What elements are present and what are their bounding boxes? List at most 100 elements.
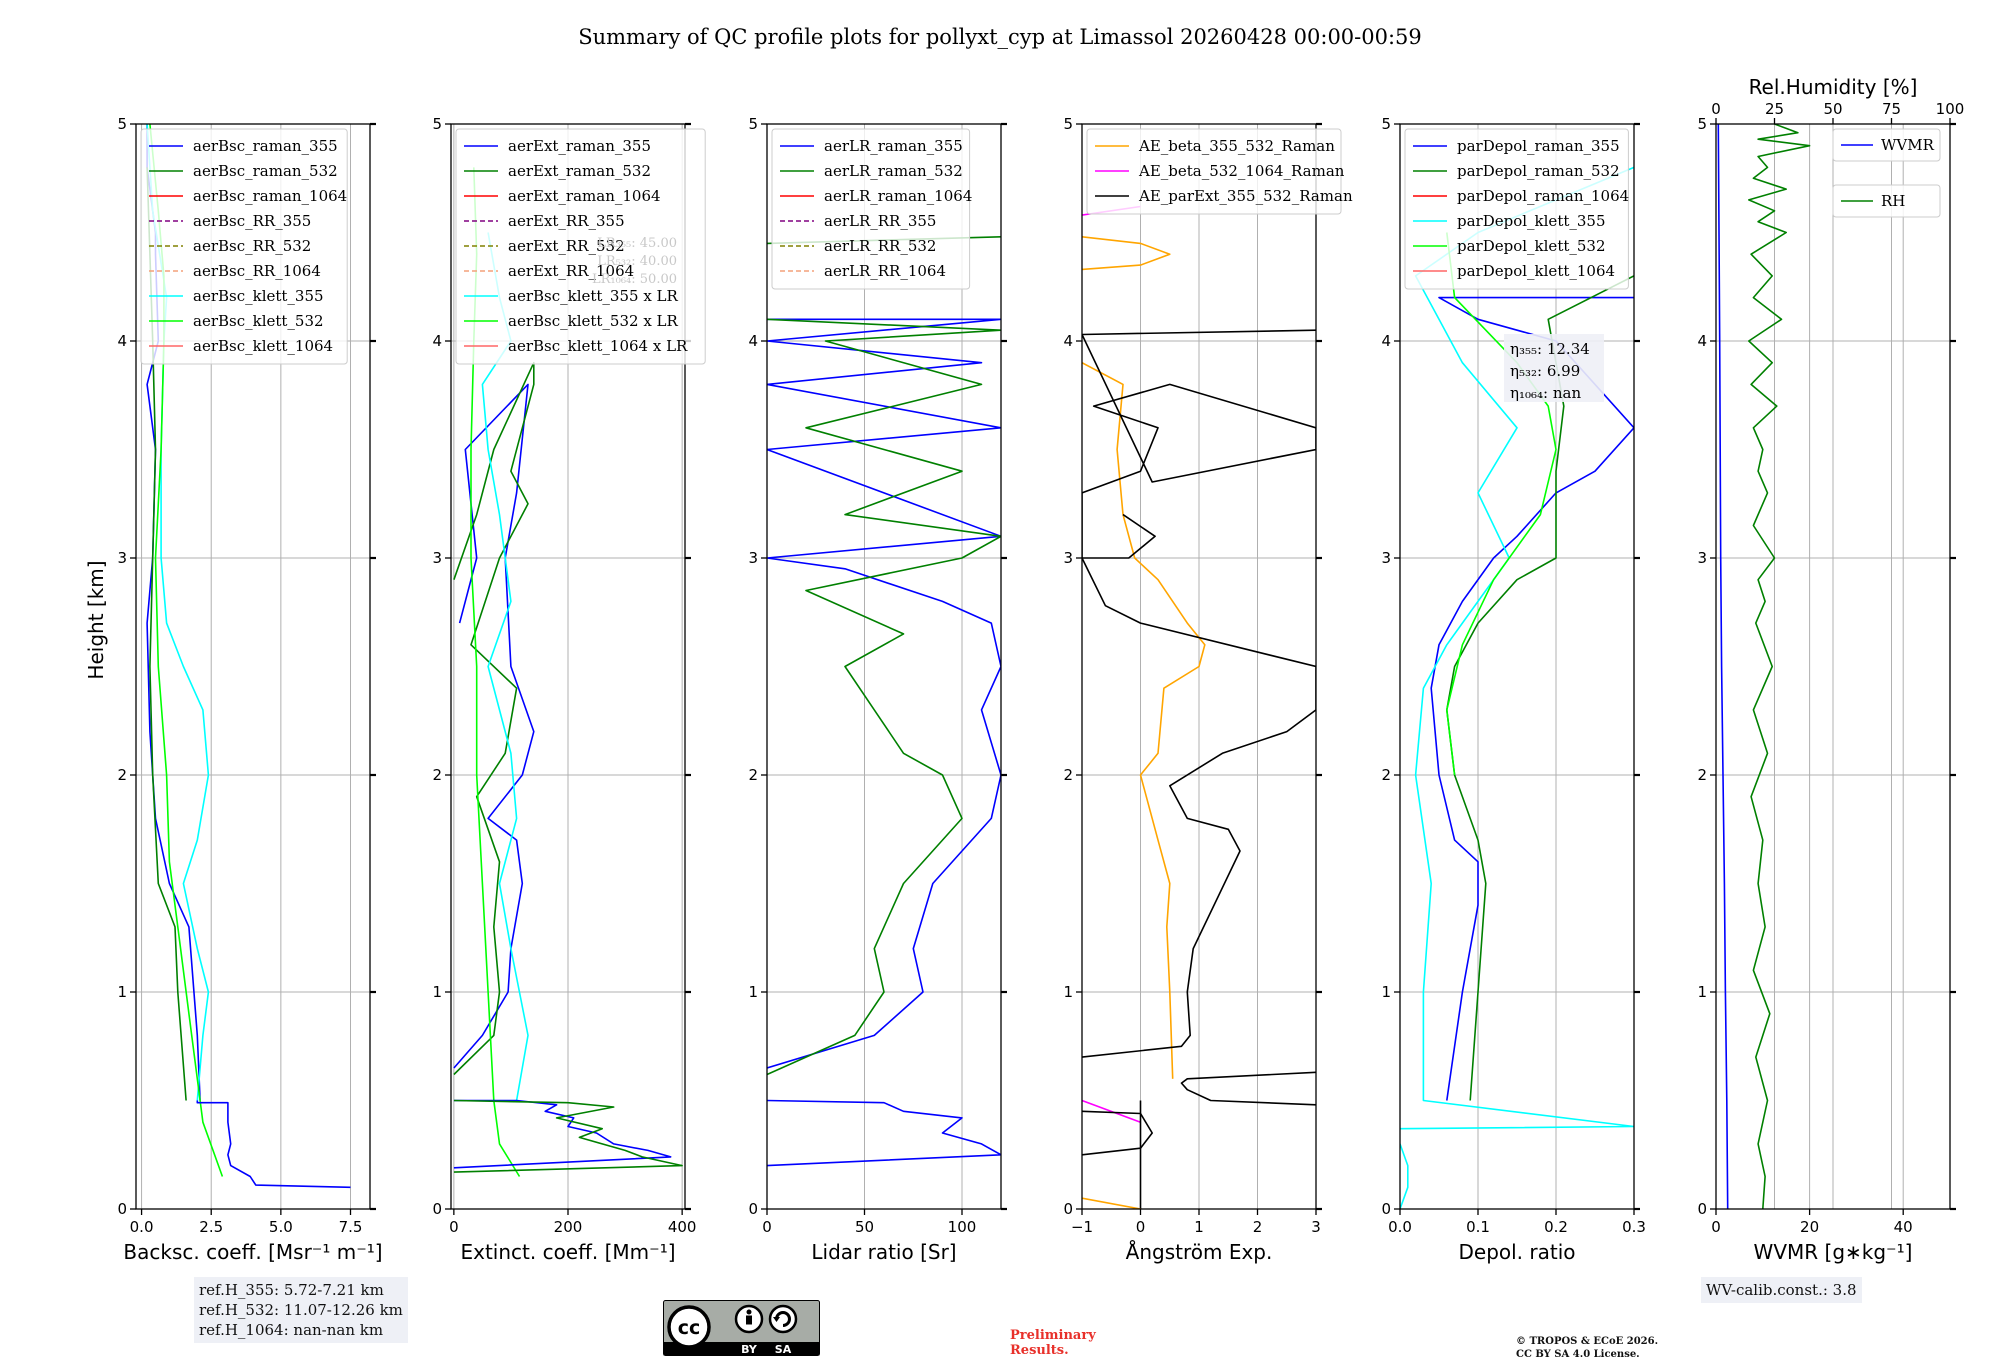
legend-label: aerBsc_raman_1064 xyxy=(193,187,347,205)
legend-label: aerExt_raman_355 xyxy=(508,137,651,155)
legend-label: aerBsc_RR_355 xyxy=(193,212,311,230)
wv-calib-const: WV-calib.const.: 3.8 xyxy=(1706,1281,1857,1299)
y-tick-label: 2 xyxy=(117,766,127,784)
height-axis-label: Height [km] xyxy=(84,560,108,679)
x-tick-label: 5.0 xyxy=(269,1218,293,1236)
ref-height-355: ref.H_355: 5.72-7.21 km xyxy=(199,1281,384,1299)
plot-frame xyxy=(766,123,1002,1210)
y-tick-label: 5 xyxy=(748,115,758,133)
badge-by-label: BY xyxy=(741,1343,758,1356)
series-line-WVMR xyxy=(1717,124,1729,1209)
y-tick-label: 3 xyxy=(748,549,758,567)
legend-box xyxy=(455,128,706,365)
y-tick-label: 4 xyxy=(1063,332,1073,350)
y-tick-label: 1 xyxy=(432,983,442,1001)
y-tick-label: 4 xyxy=(432,332,442,350)
series-group xyxy=(1717,124,1811,1209)
x-tick-label: 2.5 xyxy=(199,1218,223,1236)
legend-box xyxy=(1086,128,1342,215)
x-tick-label: 3 xyxy=(1311,1218,1321,1236)
y-tick-label: 0 xyxy=(1381,1200,1391,1218)
y-tick-label: 3 xyxy=(1697,549,1707,567)
copyright-note: © TROPOS & ECoE 2026. CC BY SA 4.0 Licen… xyxy=(1516,1336,1659,1360)
x-tick-label: 1 xyxy=(1194,1218,1204,1236)
x-tick-label: 0.0 xyxy=(130,1218,154,1236)
legend-label: aerBsc_klett_532 x LR xyxy=(508,312,679,330)
legend-label: aerLR_raman_355 xyxy=(824,137,963,155)
series-group xyxy=(1082,205,1316,1209)
cc-logo-text: cc xyxy=(678,1317,701,1339)
y-tick-label: 2 xyxy=(432,766,442,784)
lr-annotation: LR₁₀₆₄: 50.00 xyxy=(592,272,677,287)
legend-label: aerBsc_klett_355 xyxy=(193,287,324,305)
y-tick-label: 3 xyxy=(432,549,442,567)
legend-box xyxy=(771,128,971,290)
series-group xyxy=(1400,166,1634,1209)
series-line-segment-6 xyxy=(767,1099,1001,1167)
legend-label: aerExt_raman_532 xyxy=(508,162,651,180)
legend-label: parDepol_klett_1064 xyxy=(1457,262,1615,280)
y-tick-label: 2 xyxy=(1697,766,1707,784)
series-line-segment-7 xyxy=(1082,1197,1141,1209)
legend-box xyxy=(1832,128,1941,162)
legend-label: aerBsc_klett_355 x LR xyxy=(508,287,679,305)
legend-label: parDepol_klett_532 xyxy=(1457,237,1606,255)
y-tick-label: 3 xyxy=(117,549,127,567)
y-tick-label: 5 xyxy=(1697,115,1707,133)
plot-frame xyxy=(135,123,371,1210)
y-tick-label: 5 xyxy=(1381,115,1391,133)
x2-tick-label: 0 xyxy=(1711,100,1721,118)
series-line-aerBsc_raman_532 xyxy=(146,167,187,1101)
x-tick-label: 0.3 xyxy=(1622,1218,1646,1236)
x-tick-label: 0.1 xyxy=(1466,1218,1490,1236)
eta-label: η₅₃₂: 6.99 xyxy=(1510,362,1580,380)
x-tick-label: 40 xyxy=(1894,1218,1913,1236)
x-axis-label: Depol. ratio xyxy=(1458,1240,1575,1264)
series-line-parDepol_klett_532 xyxy=(1446,232,1557,776)
y-tick-label: 5 xyxy=(432,115,442,133)
legend-box xyxy=(1404,128,1629,290)
lr-annotation: LR₅₃₂: 40.00 xyxy=(597,254,677,269)
cc-by-sa-license-badge: cc BY SA xyxy=(663,1300,820,1356)
legend-label: parDepol_raman_532 xyxy=(1457,162,1620,180)
eta-label: η₁₀₆₄: nan xyxy=(1510,384,1581,402)
series-line-aerExt_raman_355 xyxy=(453,383,535,1069)
y-tick-label: 4 xyxy=(748,332,758,350)
x-tick-label: 0 xyxy=(449,1218,459,1236)
legend-label: WVMR xyxy=(1881,136,1935,154)
series-line-aerExt_raman_532 xyxy=(453,361,535,1076)
legend-label: aerExt_RR_532 xyxy=(508,237,625,255)
eta-annotation: η₃₅₅: 12.34 η₅₃₂: 6.99 η₁₀₆₄: nan xyxy=(1504,334,1604,402)
y-tick-label: 0 xyxy=(748,1200,758,1218)
legend-label: aerLR_RR_532 xyxy=(824,237,936,255)
x-tick-label: 2 xyxy=(1253,1218,1263,1236)
y-tick-label: 3 xyxy=(1381,549,1391,567)
series-line-aerLR_raman_355 xyxy=(767,318,1001,1069)
ref-height-532: ref.H_532: 11.07-12.26 km xyxy=(199,1301,403,1319)
x-tick-label: 0 xyxy=(1711,1218,1721,1236)
x-axis-label: Backsc. coeff. [Msr⁻¹ m⁻¹] xyxy=(123,1240,382,1264)
cc-icon xyxy=(667,1305,711,1349)
y-tick-label: 1 xyxy=(1697,983,1707,1001)
series-line-segment-10 xyxy=(453,1099,683,1173)
x-tick-label: 200 xyxy=(554,1218,583,1236)
plot-frame xyxy=(1399,123,1635,1210)
y-tick-label: 2 xyxy=(748,766,758,784)
series-line-segment-6 xyxy=(1082,513,1156,559)
x-tick-label: 0 xyxy=(1136,1218,1146,1236)
reference-height-box: ref.H_355: 5.72-7.21 km ref.H_532: 11.07… xyxy=(194,1277,408,1343)
series-line-AE_parExt_355_532_Raman xyxy=(1082,329,1316,1058)
x-tick-label: 20 xyxy=(1800,1218,1819,1236)
series-line-parDepol_raman_532 xyxy=(1446,275,1634,1101)
ref-height-1064: ref.H_1064: nan-nan km xyxy=(199,1321,384,1339)
y-tick-label: 5 xyxy=(1063,115,1073,133)
legend-label: aerLR_RR_355 xyxy=(824,212,936,230)
series-group xyxy=(767,236,1001,1167)
legend-label: aerLR_RR_1064 xyxy=(824,262,946,280)
legend-label: aerBsc_klett_1064 xyxy=(193,337,333,355)
y-tick-label: 0 xyxy=(1063,1200,1073,1218)
y-tick-label: 1 xyxy=(117,983,127,1001)
legend: aerExt_raman_355 aerExt_raman_532 aerExt_r… xyxy=(455,128,706,365)
wv-calibration-box: WV-calib.const.: 3.8 xyxy=(1701,1277,1862,1303)
